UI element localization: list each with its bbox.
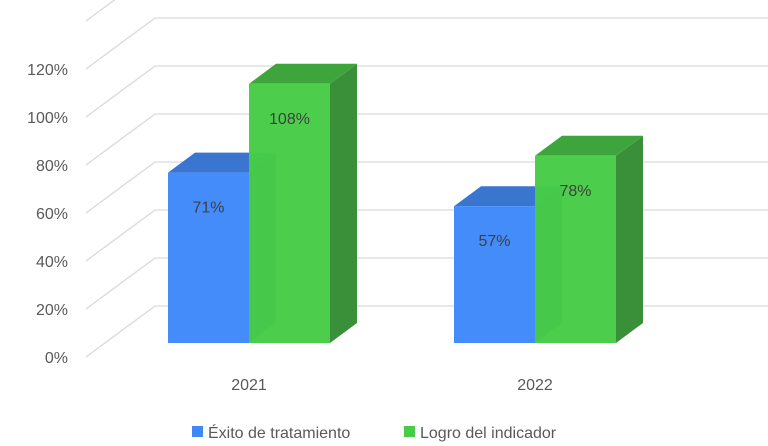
legend-label: Éxito de tratamiento [208, 423, 350, 442]
gridline-side [85, 257, 156, 310]
y-tick-label: 100% [27, 110, 68, 127]
bar-side [330, 63, 357, 344]
y-tick-label: 80% [36, 158, 68, 175]
bar-side [616, 135, 643, 343]
data-label: 108% [269, 111, 310, 128]
legend-label: Logro del indicador [420, 425, 557, 442]
legend-swatch [192, 426, 203, 437]
gridline-side [85, 161, 156, 214]
gridline-side [85, 209, 156, 262]
x-tick-label: 2022 [517, 377, 553, 394]
data-label: 78% [559, 183, 591, 200]
gridline-side [85, 17, 156, 70]
bar-top [535, 135, 643, 156]
y-tick-label: 40% [36, 254, 68, 271]
gridline-side [85, 0, 116, 22]
data-label: 57% [478, 233, 510, 250]
data-label: 71% [192, 200, 224, 217]
y-tick-label: 20% [36, 302, 68, 319]
gridline-side [85, 113, 156, 166]
gridline-side [85, 65, 156, 118]
bar [454, 206, 535, 343]
y-tick-label: 120% [27, 62, 68, 79]
bar [249, 83, 330, 344]
y-tick-label: 0% [45, 350, 68, 367]
bar [535, 155, 616, 343]
y-tick-label: 60% [36, 206, 68, 223]
x-tick-label: 2021 [231, 377, 267, 394]
legend-swatch [404, 426, 415, 437]
bar [168, 172, 249, 343]
gridline-side [85, 305, 156, 358]
bar-top [249, 63, 357, 84]
